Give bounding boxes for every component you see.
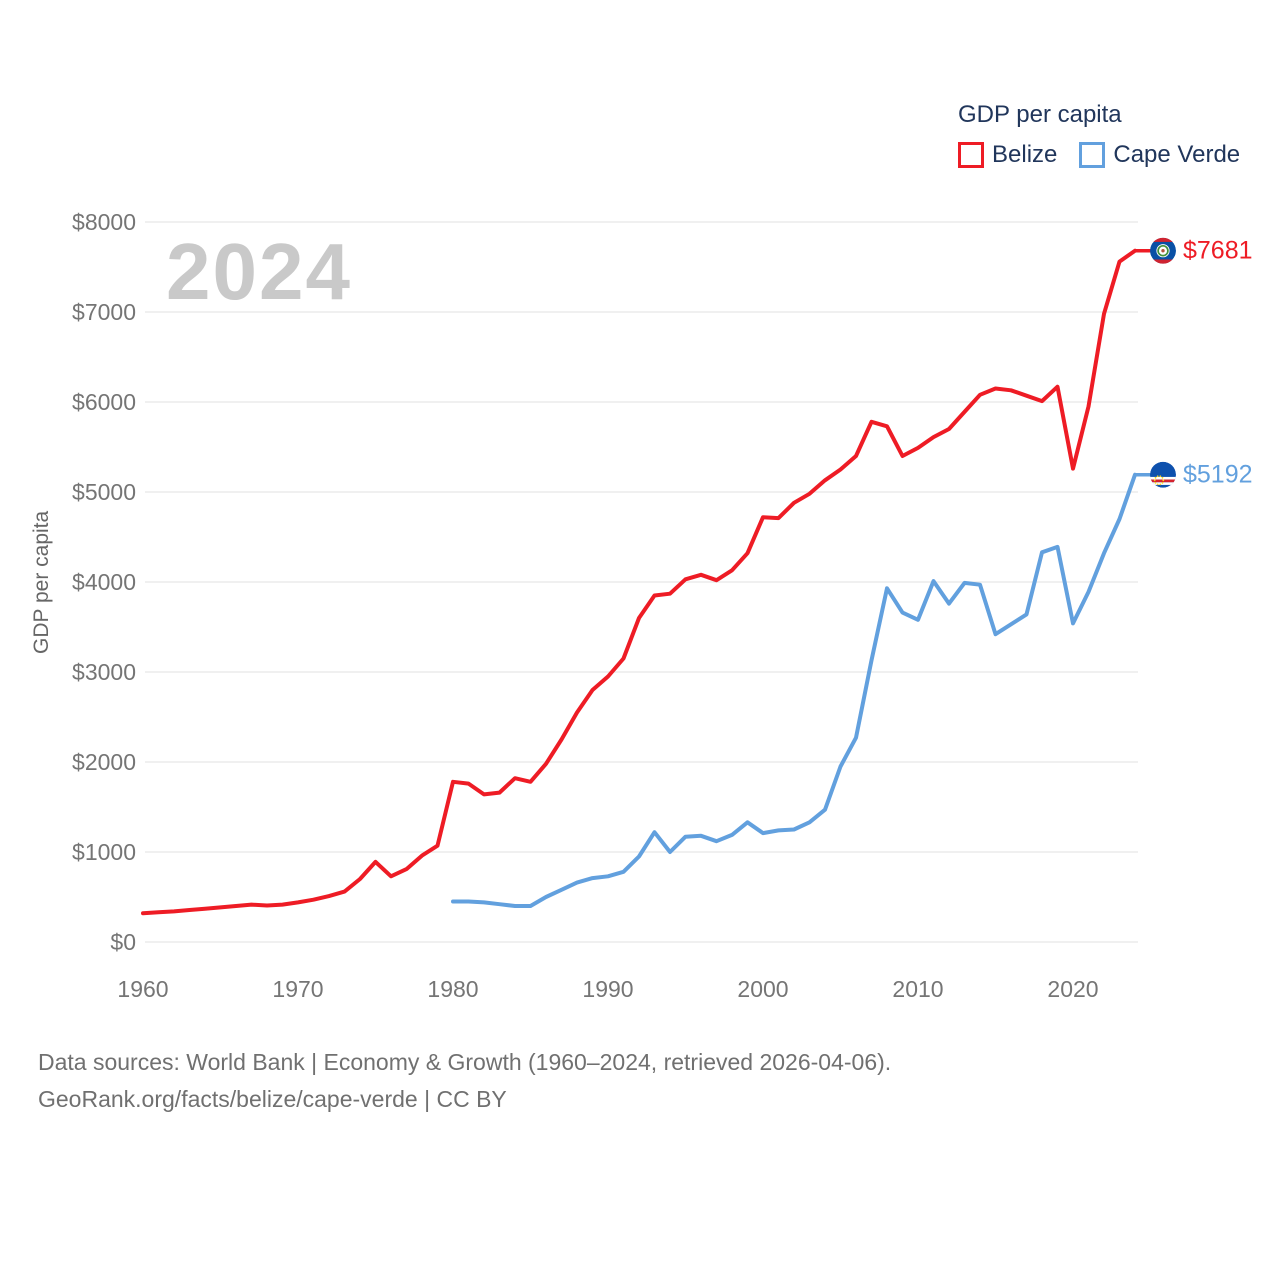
belize-line: [141, 248, 1137, 916]
y-tick-label: $7000: [72, 299, 136, 325]
y-tick-label: $8000: [72, 209, 136, 235]
legend-item-belize[interactable]: Belize: [958, 141, 1057, 169]
belize-swatch-icon: [958, 142, 984, 168]
legend-label-belize: Belize: [992, 141, 1058, 168]
cape-verde-swatch-icon: [1079, 142, 1106, 168]
y-tick-label: $3000: [72, 659, 136, 685]
legend-item-cape-verde[interactable]: Cape Verde: [1079, 141, 1240, 169]
legend-label-cape-verde: Cape Verde: [1113, 141, 1241, 168]
legend-items: Belize Cape Verde: [958, 141, 1240, 169]
x-tick-label: 1980: [427, 976, 478, 1002]
x-tick-label: 1960: [117, 976, 168, 1002]
y-tick-label: $0: [110, 929, 136, 955]
y-tick-label: $4000: [72, 569, 136, 595]
footer: Data sources: World Bank | Economy & Gro…: [38, 1044, 891, 1118]
x-tick-label: 2000: [737, 976, 788, 1002]
x-tick-label: 2010: [892, 976, 943, 1002]
y-axis-title: GDP per capita: [30, 510, 53, 654]
x-tick-label: 1990: [582, 976, 633, 1002]
legend-title: GDP per capita: [958, 101, 1122, 128]
cape-verde-flag-icon: [1150, 461, 1176, 488]
year-watermark: 2024: [166, 227, 352, 316]
y-tick-label: $6000: [72, 389, 136, 415]
y-tick-label: $1000: [72, 839, 136, 865]
y-tick-label: $2000: [72, 749, 136, 775]
footer-sources-line: Data sources: World Bank | Economy & Gro…: [38, 1049, 892, 1075]
belize-end-value: $7681: [1183, 237, 1253, 265]
cape-verde-line: [451, 472, 1137, 908]
legend: GDP per capita Belize Cape Verde: [958, 101, 1240, 169]
y-tick-label: $5000: [72, 479, 136, 505]
x-tick-label: 2020: [1047, 976, 1098, 1002]
footer-attribution-line: GeoRank.org/facts/belize/cape-verde | CC…: [38, 1086, 507, 1112]
x-tick-label: 1970: [272, 976, 323, 1002]
cape-verde-end-value: $5192: [1183, 461, 1253, 489]
belize-flag-icon: [1150, 237, 1176, 264]
